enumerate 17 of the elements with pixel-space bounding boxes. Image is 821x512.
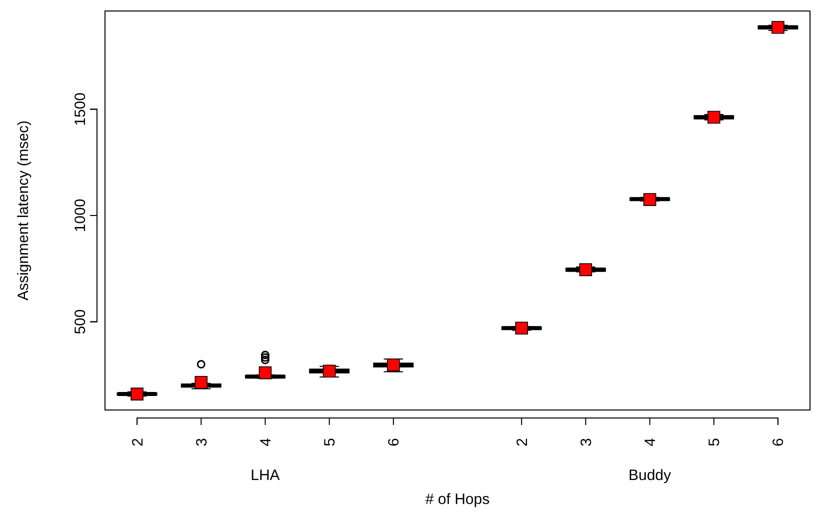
y-tick-label: 1500 <box>72 92 89 126</box>
x-tick-label: 4 <box>257 438 274 446</box>
y-axis-title: Assignment latency (msec) <box>15 120 32 301</box>
y-tick-label: 1000 <box>72 198 89 232</box>
x-tick-label: 4 <box>642 438 660 446</box>
y-tick-label: 500 <box>72 309 89 334</box>
x-tick-label: 3 <box>193 438 210 446</box>
x-tick-label: 5 <box>706 438 724 446</box>
text: Buddy <box>628 467 672 484</box>
text: LHA <box>250 467 280 484</box>
x-tick-label: 2 <box>129 438 146 446</box>
x-tick-label: 2 <box>514 438 531 446</box>
x-tick-label: 6 <box>770 438 788 446</box>
x-tick-label: 3 <box>578 438 595 446</box>
x-tick-label: 6 <box>386 438 403 446</box>
x-tick-label: 5 <box>322 438 339 446</box>
x-axis-title: # of Hops <box>425 491 490 508</box>
